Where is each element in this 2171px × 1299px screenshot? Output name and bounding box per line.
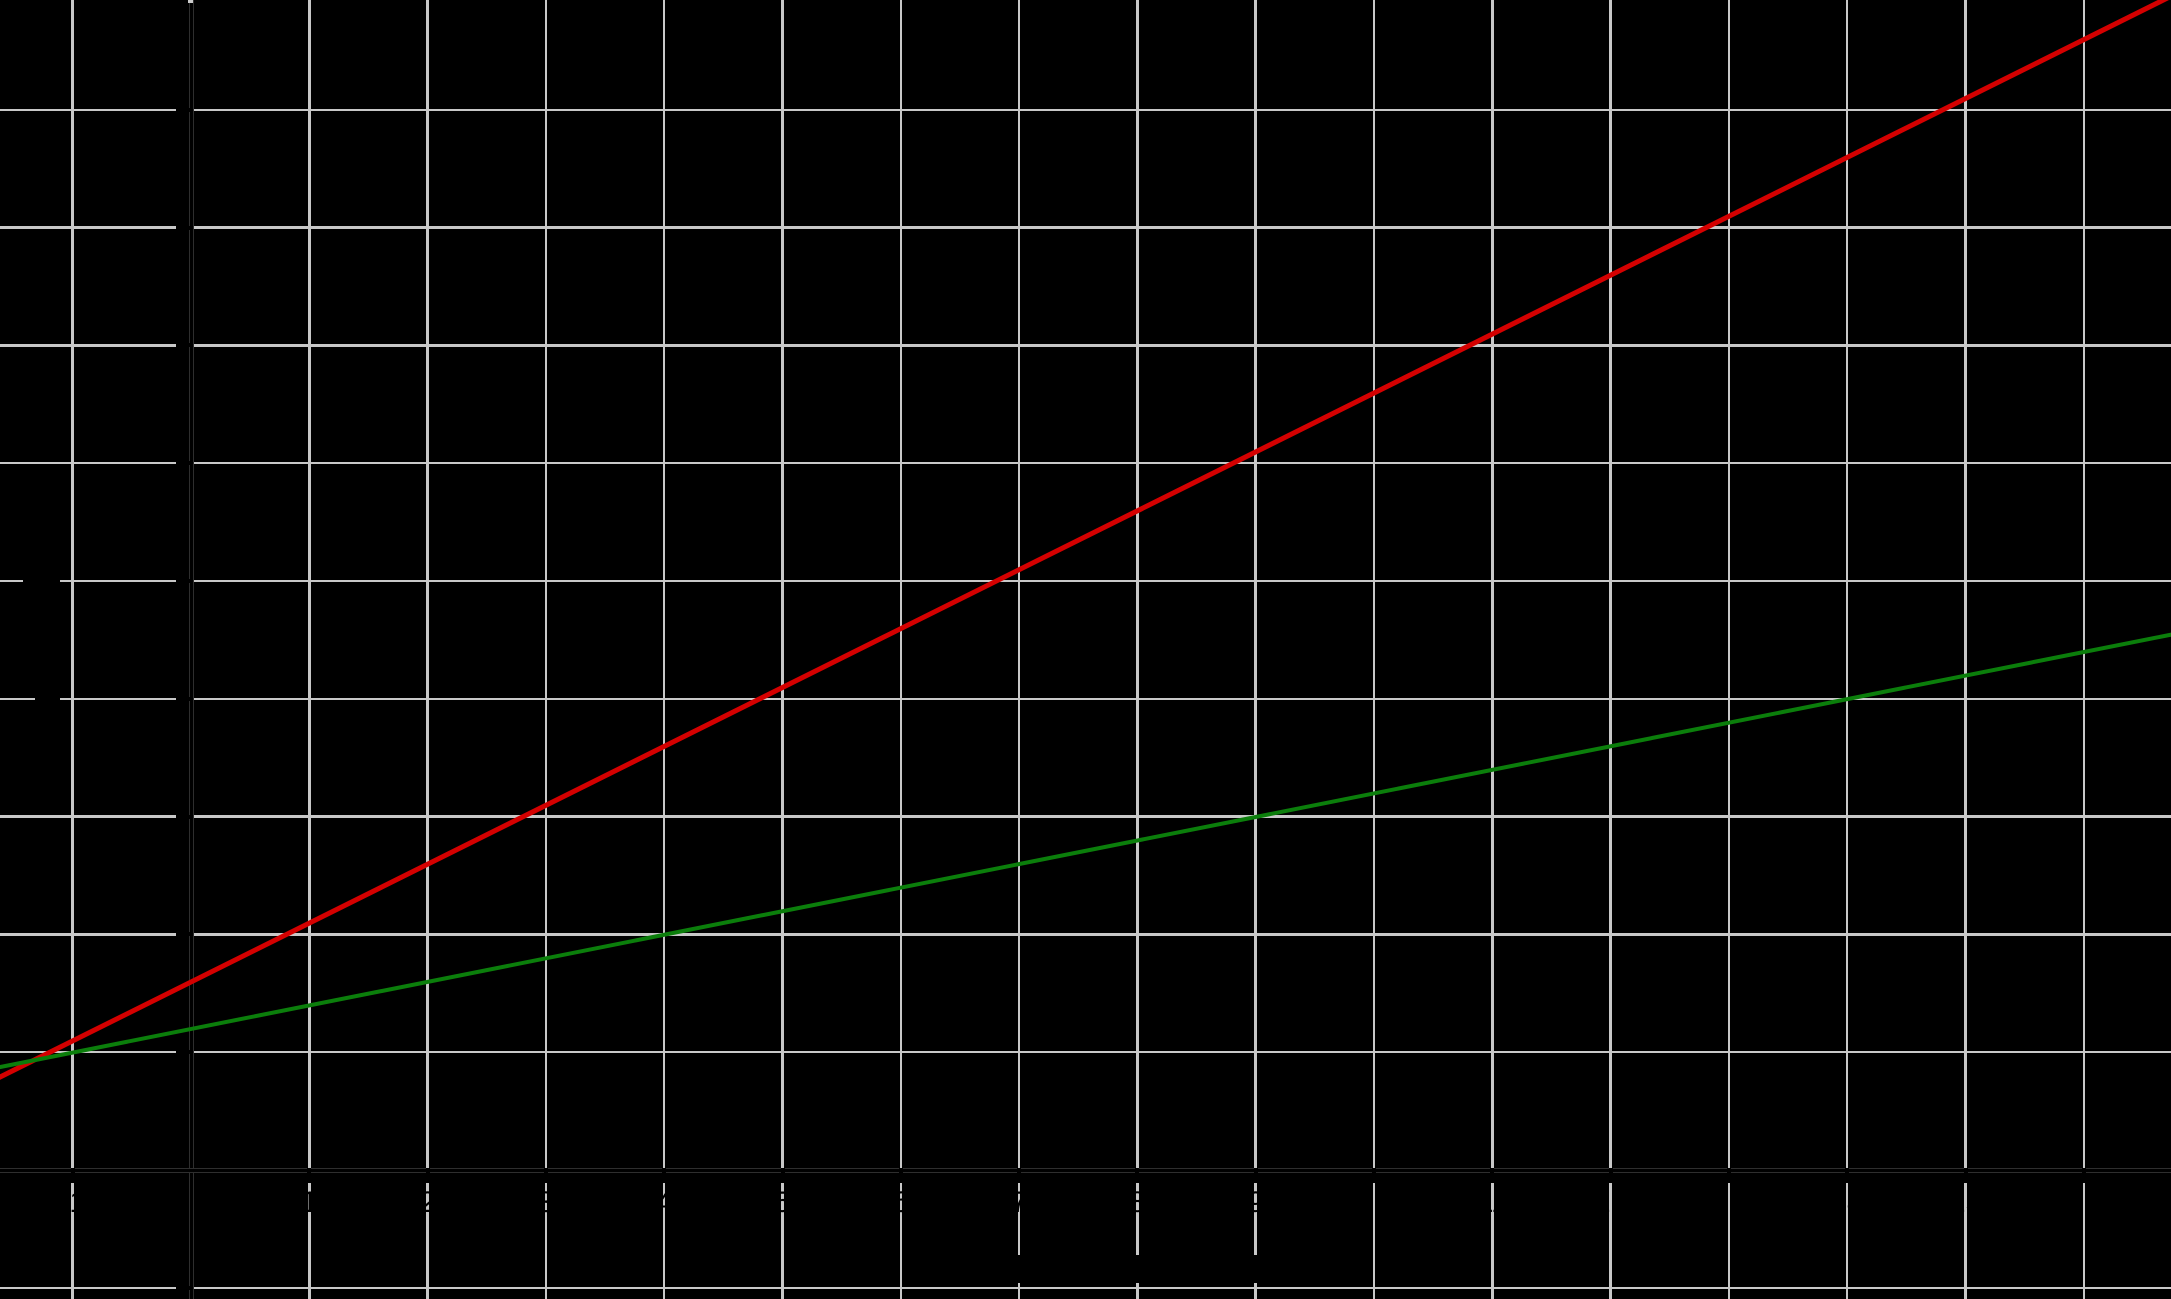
x-axis-tick bbox=[1135, 1168, 1140, 1183]
gridline-vertical bbox=[308, 0, 311, 1299]
x-axis-tick bbox=[898, 1168, 903, 1183]
y-axis-tick bbox=[176, 696, 191, 701]
y-axis-tick bbox=[176, 225, 191, 230]
gridline-vertical bbox=[899, 0, 903, 1299]
x-axis-tick-label: 12 bbox=[1593, 1186, 1628, 1219]
gridline-vertical bbox=[1254, 0, 1257, 1299]
green-line bbox=[0, 625, 2171, 1076]
x-axis-tick bbox=[1017, 1168, 1022, 1183]
y-axis-tick bbox=[176, 461, 191, 466]
gridline-vertical bbox=[1964, 0, 1967, 1299]
x-axis-tick bbox=[1963, 1168, 1968, 1183]
x-axis-tick-label: 13 bbox=[1712, 1186, 1746, 1219]
x-axis bbox=[0, 1167, 2171, 1173]
red-line bbox=[0, 0, 2171, 1097]
x-axis-tick bbox=[1490, 1168, 1495, 1183]
y-axis-tick bbox=[176, 814, 191, 819]
x-axis-tick-label: 7 bbox=[1010, 1186, 1028, 1219]
gridline-vertical bbox=[71, 0, 74, 1299]
y-axis-tick bbox=[176, 579, 191, 583]
gridline-vertical bbox=[1609, 0, 1612, 1299]
y-axis bbox=[188, 0, 194, 1299]
x-axis-tick-label: 11 bbox=[1476, 1186, 1508, 1219]
gridline-vertical bbox=[781, 0, 784, 1299]
x-axis-tick-label: 2 bbox=[419, 1186, 436, 1219]
x-axis-tick-label: 15 bbox=[1948, 1186, 1983, 1219]
gridline-horizontal bbox=[0, 344, 2171, 347]
x-axis-tick-label: 1 bbox=[300, 1186, 318, 1219]
x-axis-tick-label: 5 bbox=[774, 1186, 791, 1219]
gridline-vertical bbox=[1372, 0, 1376, 1299]
x-axis-tick bbox=[1372, 1168, 1376, 1183]
y-axis-caption-fragment-upper bbox=[23, 572, 60, 588]
y-axis-tick bbox=[176, 343, 191, 348]
gridline-horizontal bbox=[0, 1286, 2171, 1290]
gridline-vertical bbox=[426, 0, 429, 1299]
gridline-horizontal bbox=[0, 108, 2171, 112]
y-axis-arrowhead-artifact bbox=[188, 0, 193, 3]
y-axis-tick bbox=[176, 107, 191, 112]
gridline-horizontal bbox=[0, 815, 2171, 818]
gridline-horizontal bbox=[0, 461, 2171, 465]
gridline-horizontal bbox=[0, 1050, 2171, 1054]
x-axis-tick bbox=[1608, 1168, 1613, 1183]
x-axis-tick-label: 8 bbox=[1129, 1186, 1146, 1219]
x-axis-tick bbox=[70, 1168, 75, 1183]
gridline-horizontal bbox=[0, 226, 2171, 229]
x-axis-tick bbox=[543, 1168, 548, 1183]
x-axis-tick-label: 14 bbox=[1830, 1186, 1864, 1219]
x-axis-tick bbox=[2081, 1168, 2086, 1183]
x-axis-tick bbox=[1845, 1168, 1850, 1183]
gridline-vertical bbox=[1491, 0, 1494, 1299]
x-axis-tick-label: 6 bbox=[892, 1186, 910, 1219]
gridline-vertical bbox=[1727, 0, 1731, 1299]
gridline-horizontal bbox=[0, 697, 2171, 701]
x-axis-tick bbox=[425, 1168, 430, 1183]
x-axis-tick-label: -1 bbox=[59, 1186, 87, 1219]
gridline-vertical bbox=[662, 0, 666, 1299]
gridline-vertical bbox=[544, 0, 548, 1299]
gridline-vertical bbox=[1845, 0, 1849, 1299]
x-axis-tick bbox=[1726, 1168, 1731, 1183]
x-axis-tick bbox=[307, 1168, 312, 1183]
y-axis-tick bbox=[176, 1050, 191, 1055]
gridline-vertical bbox=[1017, 0, 1021, 1299]
x-axis-tick bbox=[780, 1168, 785, 1183]
x-axis-tick-label: 4 bbox=[655, 1186, 673, 1219]
gridline-vertical bbox=[1136, 0, 1139, 1299]
x-axis-tick-label: 16 bbox=[2067, 1186, 2101, 1219]
x-axis-tick bbox=[662, 1168, 667, 1183]
gridline-horizontal bbox=[0, 579, 2171, 583]
x-axis-tick-label: 3 bbox=[537, 1186, 555, 1219]
x-axis-caption bbox=[955, 1255, 1305, 1283]
y-axis-caption-fragment-lower bbox=[35, 690, 60, 704]
x-axis-tick-label: 10 bbox=[1357, 1186, 1391, 1219]
x-axis-tick-label: 9 bbox=[1247, 1186, 1265, 1219]
y-axis-tick bbox=[176, 932, 191, 937]
y-axis-tick bbox=[176, 1285, 191, 1290]
x-axis-tick bbox=[1253, 1168, 1258, 1183]
gridline-horizontal bbox=[0, 933, 2171, 936]
